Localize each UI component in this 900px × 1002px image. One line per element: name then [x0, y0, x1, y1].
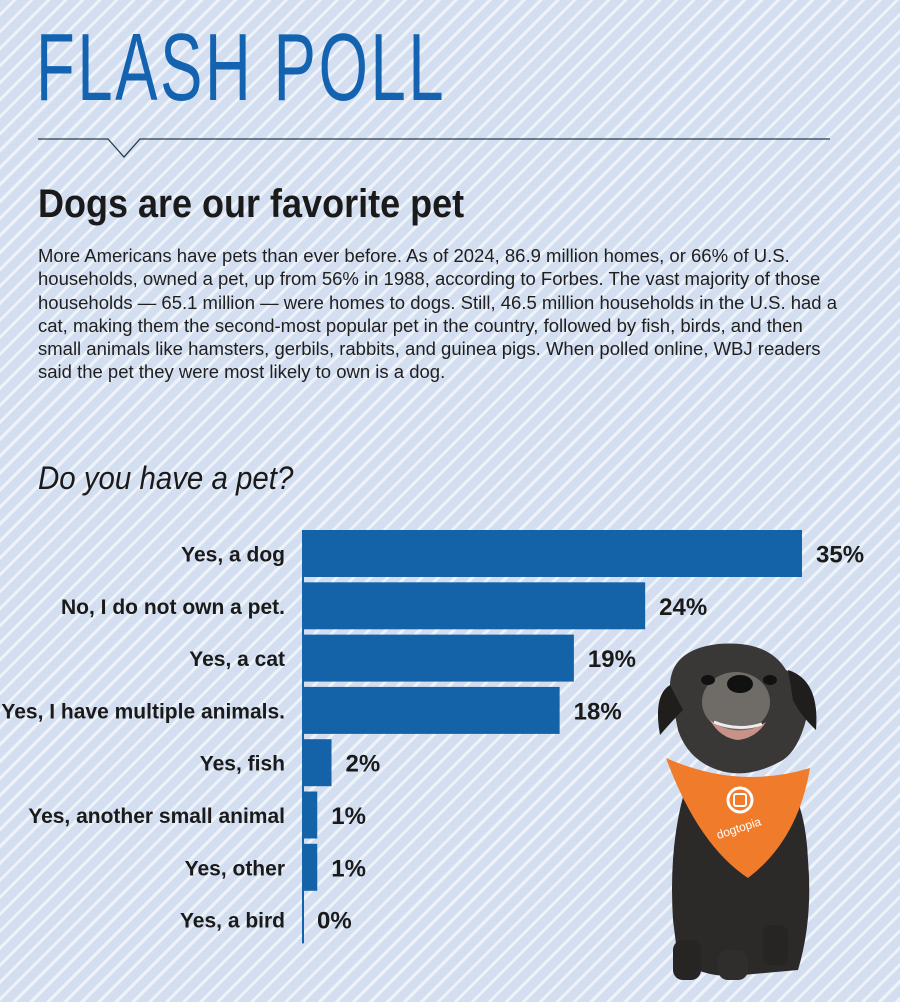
category-label: Yes, a cat: [189, 648, 285, 671]
category-label: Yes, another small animal: [28, 805, 285, 828]
bar: [303, 634, 574, 682]
bar: [303, 686, 560, 734]
value-label: 24%: [659, 594, 707, 621]
bar: [303, 530, 802, 577]
bandana: [666, 758, 810, 878]
article-intro: More Americans have pets than ever befor…: [38, 245, 838, 383]
category-label: No, I do not own a pet.: [61, 596, 285, 619]
bar: [303, 843, 318, 891]
category-label: Yes, I have multiple animals.: [1, 700, 285, 723]
bar: [303, 791, 318, 839]
category-label: Yes, other: [185, 857, 285, 880]
bar: [303, 582, 646, 630]
value-label: 18%: [574, 698, 622, 725]
value-label: 2%: [346, 751, 381, 778]
page-title: FLASH POLL: [36, 14, 447, 121]
category-label: Yes, fish: [200, 753, 285, 776]
value-label: 0%: [317, 908, 352, 935]
bar-chart: Yes, a dog 35% No, I do not own a pet. 24% Y…: [1, 530, 864, 944]
title-divider: [38, 138, 830, 158]
chart-title: Do you have a pet?: [38, 460, 294, 496]
category-label: Yes, a bird: [180, 910, 285, 933]
value-label: 1%: [331, 803, 366, 830]
value-label: 1%: [331, 855, 366, 882]
bar: [303, 739, 332, 787]
article-headline: Dogs are our favorite pet: [38, 182, 465, 226]
dog-photo: dogtopia: [657, 643, 817, 980]
value-label: 19%: [588, 646, 636, 673]
value-label: 35%: [816, 542, 864, 569]
category-label: Yes, a dog: [181, 544, 285, 567]
